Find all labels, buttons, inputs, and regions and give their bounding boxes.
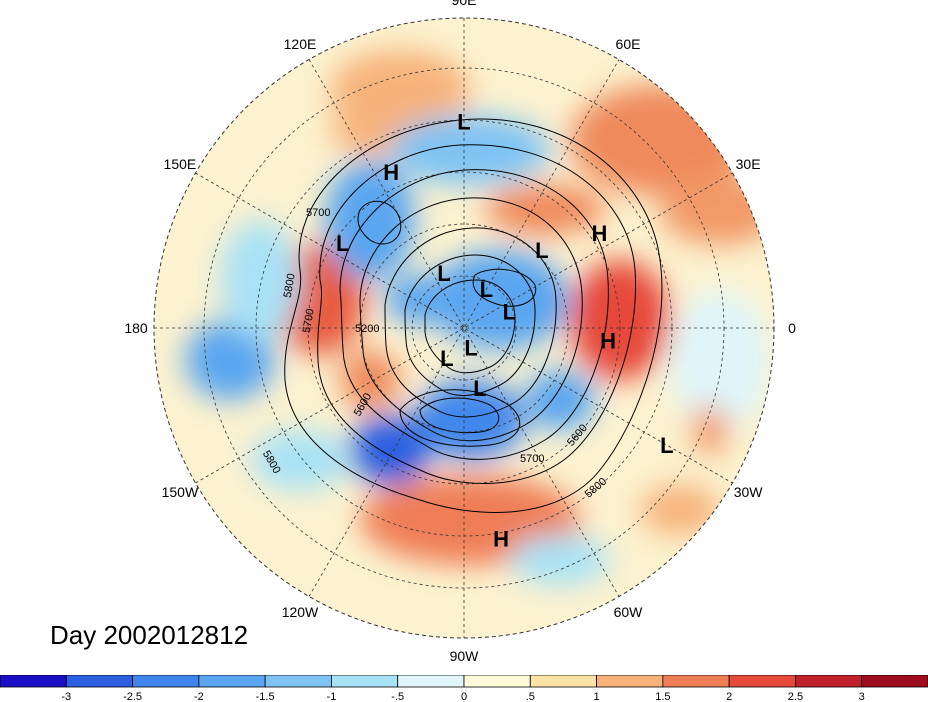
- contour-5600: [339, 169, 609, 460]
- longitude-label: 60E: [616, 36, 641, 52]
- longitude-label: 90W: [450, 648, 480, 664]
- colorbar-tick-label: 2: [726, 691, 732, 702]
- colorbar-tick-label: 1.5: [655, 691, 670, 702]
- colorbar-tick-label: 0: [461, 691, 467, 702]
- contour-label: 5800: [282, 273, 298, 299]
- longitude-label: 120W: [282, 604, 319, 620]
- low-pressure-label: L: [473, 376, 486, 401]
- longitude-label: 0: [788, 320, 796, 336]
- colorbar-box: [795, 675, 863, 688]
- longitude-label: 150E: [164, 156, 197, 172]
- high-pressure-label: H: [493, 526, 509, 551]
- contour-5400: [384, 227, 557, 418]
- low-pressure-label: L: [336, 231, 349, 256]
- contour-inner-2: [419, 397, 500, 434]
- contour-label: 5200: [355, 323, 379, 335]
- longitude-label: 30E: [736, 156, 761, 172]
- graticule: [154, 18, 774, 638]
- contour-inner-3: [472, 268, 537, 307]
- colorbar-box: [65, 675, 133, 688]
- low-pressure-label: L: [437, 261, 450, 286]
- contour-label: 5700: [520, 453, 544, 465]
- contour-label: 5700: [306, 207, 330, 219]
- contour-5200: [424, 279, 516, 374]
- high-pressure-label: H: [383, 160, 399, 185]
- low-pressure-label: L: [535, 238, 548, 263]
- longitude-labels: 90E 60E 30E 0 30W 60W 90W 120W 150W 180 150E 120E: [124, 0, 796, 664]
- longitude-label: 30W: [734, 484, 764, 500]
- colorbar-tick-label: -2.5: [123, 691, 142, 702]
- low-pressure-label: L: [464, 335, 477, 360]
- colorbar-box: [132, 675, 200, 688]
- colorbar-box: [397, 675, 465, 688]
- colorbar-box: [728, 675, 796, 688]
- colorbar-box: [662, 675, 730, 688]
- contour-5500: [359, 197, 583, 442]
- low-pressure-label: L: [440, 346, 453, 371]
- contour-5300: [404, 254, 536, 396]
- colorbar-tick-label: -1.5: [256, 691, 275, 702]
- low-pressure-label: L: [660, 433, 673, 458]
- colorbar-tick-label: -3: [61, 691, 71, 702]
- height-contours: [284, 118, 663, 513]
- colorbar-tick-label: -.5: [391, 691, 404, 702]
- high-pressure-label: H: [591, 221, 607, 246]
- longitude-label: 180: [124, 320, 148, 336]
- high-pressure-label: H: [600, 329, 616, 354]
- colorbar-box: [529, 675, 597, 688]
- contour-inner-4: [357, 200, 402, 245]
- colorbar-ticks: -3 -2.5 -2 -1.5 -1 -.5 0 .5 1 1.5 2 2.5 3: [61, 691, 864, 702]
- colorbar: -3 -2.5 -2 -1.5 -1 -.5 0 .5 1 1.5 2 2.5 3: [0, 675, 928, 702]
- contour-label: 5700: [301, 308, 317, 334]
- colorbar-tick-label: 2.5: [788, 691, 803, 702]
- colorbar-tick-label: 1: [594, 691, 600, 702]
- colorbar-tick-label: 3: [859, 691, 865, 702]
- colorbar-tick-label: -2: [194, 691, 204, 702]
- low-pressure-label: L: [503, 300, 516, 325]
- colorbar-box: [463, 675, 531, 688]
- colorbar-box: [198, 675, 266, 688]
- anomaly-field: [154, 18, 774, 638]
- longitude-label: 120E: [284, 36, 317, 52]
- colorbar-box: [331, 675, 399, 688]
- colorbar-tick-label: -1: [327, 691, 337, 702]
- longitude-label: 150W: [162, 484, 199, 500]
- colorbar-box: [264, 675, 332, 688]
- contour-5800: [284, 118, 663, 513]
- colorbar-boxes: [0, 675, 928, 688]
- longitude-label: 60W: [614, 604, 644, 620]
- contour-5700: [317, 144, 637, 484]
- contour-inner-1: [399, 389, 521, 447]
- colorbar-box: [861, 675, 928, 688]
- colorbar-box: [0, 675, 67, 688]
- map-boundary: [153, 17, 775, 639]
- low-pressure-label: L: [480, 277, 493, 302]
- colorbar-box: [596, 675, 664, 688]
- low-pressure-label: L: [457, 109, 470, 134]
- map-title: Day 2002012812: [50, 620, 249, 650]
- longitude-label: 90E: [452, 0, 477, 8]
- colorbar-tick-label: .5: [526, 691, 535, 702]
